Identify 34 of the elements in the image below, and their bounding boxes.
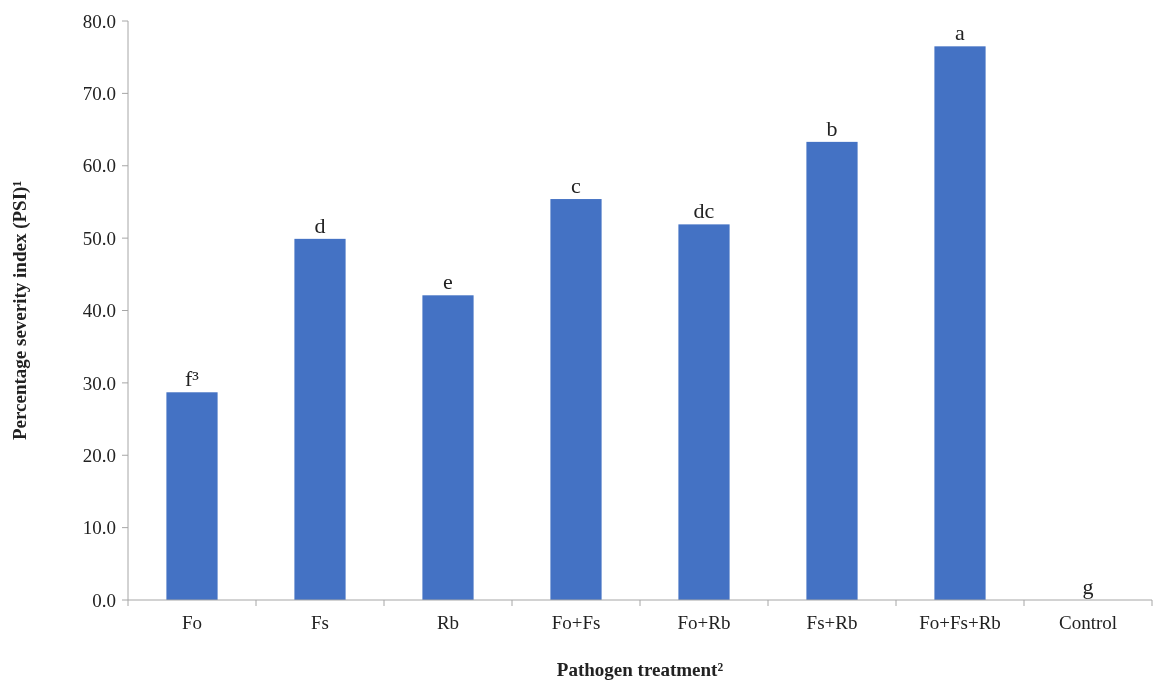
bar	[550, 199, 602, 600]
y-tick-label: 20.0	[82, 444, 116, 466]
x-tick-label: Fo+Fs	[551, 612, 601, 633]
x-axis-title: Pathogen treatment²	[556, 659, 724, 680]
annotation: d	[314, 212, 326, 238]
annotation: c	[571, 173, 582, 199]
y-tick-label: 30.0	[82, 372, 116, 394]
x-tick-label: Fo+Rb	[677, 612, 731, 633]
bar	[294, 238, 346, 600]
bar	[934, 46, 986, 600]
x-tick-label: Fs	[311, 612, 329, 633]
x-tick-label: Control	[1058, 612, 1118, 633]
y-tick-label: 60.0	[82, 155, 116, 177]
y-tick-label: 50.0	[82, 227, 116, 249]
annotation: e	[443, 269, 453, 295]
annotation: b	[826, 115, 838, 141]
y-tick-label: 80.0	[82, 10, 116, 32]
bar	[806, 141, 858, 600]
bar	[678, 224, 730, 600]
x-tick-label: Fs+Rb	[806, 612, 858, 633]
annotation: dc	[693, 198, 715, 224]
annotation: a	[955, 20, 966, 46]
y-tick-label: 70.0	[82, 83, 116, 105]
bar	[166, 392, 218, 600]
y-axis-title: Percentage severity index (PSI)¹	[9, 180, 31, 441]
x-tick-label: Fo	[181, 612, 203, 633]
y-tick-label: 0.0	[92, 589, 116, 611]
annotation: f³	[185, 366, 200, 392]
y-tick-label: 10.0	[82, 517, 116, 539]
bar	[422, 295, 474, 600]
x-tick-label: Rb	[436, 612, 460, 633]
y-tick-label: 40.0	[82, 300, 116, 322]
annotation: g	[1082, 574, 1094, 599]
x-tick-label: Fo+Fs+Rb	[919, 612, 1001, 633]
